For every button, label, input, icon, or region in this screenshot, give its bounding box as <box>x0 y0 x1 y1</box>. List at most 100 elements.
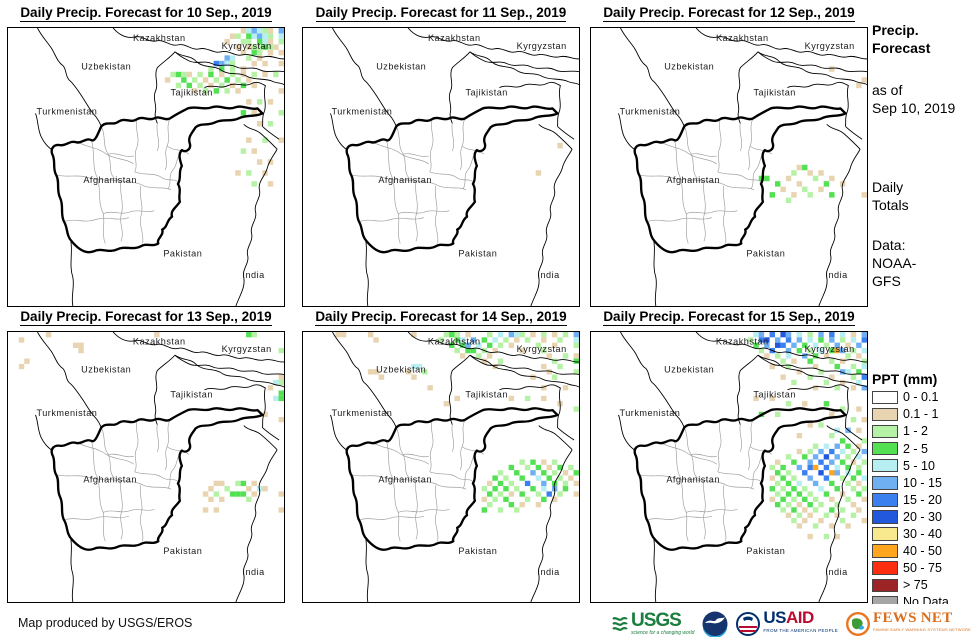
logo-strip: USGS science for a changing world USAID … <box>612 609 971 639</box>
legend-item: 1 - 2 <box>872 424 973 439</box>
forecast-map: Kazakhstan Kyrgyzstan Uzbekistan Tajikistan… <box>617 332 867 602</box>
legend-item: 50 - 75 <box>872 561 973 575</box>
legend-item: 5 - 10 <box>872 459 973 473</box>
legend-swatch <box>872 510 898 524</box>
country-label: Afghanistan <box>378 175 432 185</box>
legend-label: 40 - 50 <box>903 544 942 559</box>
legend-item: 0 - 0.1 <box>872 390 973 405</box>
country-label: Tajikistan <box>465 390 507 400</box>
country-label: India <box>825 270 848 280</box>
forecast-map: Kazakhstan Kyrgyzstan Uzbekistan Tajikistan… <box>34 28 284 306</box>
country-labels: Kazakhstan Kyrgyzstan Uzbekistan Tajikistan… <box>36 337 271 577</box>
fewsnet-wordmark: FEWS NET <box>873 610 953 626</box>
map-box: Kazakhstan Kyrgyzstan Uzbekistan Tajikistan… <box>7 331 285 603</box>
fewsnet-logo: FEWS NET FAMINE EARLY WARNING SYSTEMS NE… <box>846 610 972 636</box>
legend-label: 30 - 40 <box>903 527 942 542</box>
precip-cells <box>747 332 867 540</box>
country-label: Pakistan <box>458 248 497 258</box>
country-label: Kyrgyzstan <box>805 41 855 51</box>
forecast-panel-6: Daily Precip. Forecast for 15 Sep., 2019… <box>590 308 868 603</box>
country-label: Afghanistan <box>666 175 720 185</box>
fewsnet-tagline: FAMINE EARLY WARNING SYSTEMS NETWORK <box>873 627 972 632</box>
country-label: Turkmenistan <box>37 106 98 116</box>
country-label: Pakistan <box>163 248 202 258</box>
country-label: Pakistan <box>163 546 202 556</box>
legend-swatch <box>872 424 898 439</box>
legend-label: 20 - 30 <box>903 509 942 524</box>
legend-swatch <box>872 578 898 593</box>
country-label: Pakistan <box>746 248 785 258</box>
panel-title: Daily Precip. Forecast for 12 Sep., 2019 <box>603 5 855 22</box>
legend-item: 15 - 20 <box>872 493 973 507</box>
panel-title-wrap: Daily Precip. Forecast for 14 Sep., 2019 <box>302 308 580 327</box>
usaid-aid-text: AID <box>786 608 814 627</box>
country-label: Kyrgyzstan <box>517 41 567 51</box>
country-label: Uzbekistan <box>81 62 131 72</box>
legend-label: 10 - 15 <box>903 475 942 490</box>
forecast-map: Kazakhstan Kyrgyzstan Uzbekistan Tajikistan… <box>329 332 579 602</box>
legend-swatch <box>872 544 898 558</box>
country-label: Uzbekistan <box>81 365 131 375</box>
country-label: Tajikistan <box>753 87 795 97</box>
country-label: Uzbekistan <box>664 365 714 375</box>
precip-cells <box>535 142 563 176</box>
legend-swatch <box>872 390 898 405</box>
sidebar: Precip. Forecast as of Sep 10, 2019 Dail… <box>872 0 973 642</box>
forecast-panel-4: Daily Precip. Forecast for 13 Sep., 2019… <box>7 308 285 603</box>
legend-item: 10 - 15 <box>872 475 973 490</box>
country-labels: Kazakhstan Kyrgyzstan Uzbekistan Tajikistan… <box>620 33 855 280</box>
country-label: Turkmenistan <box>36 408 97 418</box>
panel-title-wrap: Daily Precip. Forecast for 15 Sep., 2019 <box>590 308 868 327</box>
usaid-seal-icon <box>736 612 761 636</box>
legend-swatch <box>872 561 898 575</box>
country-label: Kyrgyzstan <box>222 41 272 51</box>
legend-label: 0 - 0.1 <box>903 390 939 405</box>
country-label: India <box>242 567 265 577</box>
legend-label: 0.1 - 1 <box>903 407 939 422</box>
usgs-logo: USGS science for a changing world <box>612 609 694 636</box>
usgs-wordmark: USGS <box>631 609 682 631</box>
forecast-panel-1: Daily Precip. Forecast for 10 Sep., 2019… <box>7 4 285 307</box>
panel-title: Daily Precip. Forecast for 11 Sep., 2019 <box>315 5 567 22</box>
forecast-map: Kazakhstan Kyrgyzstan Uzbekistan Tajikistan… <box>617 28 867 306</box>
country-label: Kazakhstan <box>716 33 769 43</box>
country-label: India <box>537 567 560 577</box>
panel-title-wrap: Daily Precip. Forecast for 10 Sep., 2019 <box>7 4 285 23</box>
map-box: Kazakhstan Kyrgyzstan Uzbekistan Tajikistan… <box>590 331 868 603</box>
country-label: Kazakhstan <box>133 337 186 347</box>
panel-title: Daily Precip. Forecast for 13 Sep., 2019 <box>20 309 272 326</box>
usaid-logo: USAID FROM THE AMERICAN PEOPLE <box>736 608 838 637</box>
panel-title: Daily Precip. Forecast for 14 Sep., 2019 <box>315 309 567 326</box>
legend-item: 30 - 40 <box>872 527 973 542</box>
forecast-panel-2: Daily Precip. Forecast for 11 Sep., 2019… <box>302 4 580 307</box>
country-label: Turkmenistan <box>619 408 680 418</box>
map-box: Kazakhstan Kyrgyzstan Uzbekistan Tajikistan… <box>7 27 285 307</box>
country-label: Kyrgyzstan <box>517 344 567 354</box>
country-label: Pakistan <box>746 546 785 556</box>
panel-title: Daily Precip. Forecast for 10 Sep., 2019 <box>20 5 272 22</box>
panel-title: Daily Precip. Forecast for 15 Sep., 2019 <box>603 309 855 326</box>
map-credit: Map produced by USGS/EROS <box>18 616 193 630</box>
forecast-map: Kazakhstan Kyrgyzstan Uzbekistan Tajikistan… <box>329 28 579 306</box>
country-label: India <box>242 270 265 280</box>
country-label: Kazakhstan <box>428 33 481 43</box>
legend-title: PPT (mm) <box>872 371 938 387</box>
legend-swatch <box>872 407 898 422</box>
legend-swatch <box>872 441 898 456</box>
legend-item: 0.1 - 1 <box>872 407 973 422</box>
legend-swatch <box>872 527 898 541</box>
country-label: Tajikistan <box>170 390 212 400</box>
legend-list: 0 - 0.1 0.1 - 1 1 - 2 2 - 5 5 - 10 10 - 15 15 … <box>872 390 973 613</box>
country-labels: Kazakhstan Kyrgyzstan Uzbekistan Tajikistan… <box>332 33 567 280</box>
map-box: Kazakhstan Kyrgyzstan Uzbekistan Tajikistan… <box>302 27 580 307</box>
country-label: India <box>825 567 848 577</box>
forecast-map: Kazakhstan Kyrgyzstan Uzbekistan Tajikistan… <box>18 332 284 602</box>
precip-cells <box>164 28 284 187</box>
country-label: Pakistan <box>458 546 497 556</box>
legend-swatch <box>872 493 898 507</box>
map-box: Kazakhstan Kyrgyzstan Uzbekistan Tajikistan… <box>302 331 580 603</box>
footer: Map produced by USGS/EROS USGS science f… <box>0 604 975 642</box>
country-labels: Kazakhstan Kyrgyzstan Uzbekistan Tajikistan… <box>37 33 272 280</box>
country-label: Afghanistan <box>666 475 720 485</box>
legend-item: 2 - 5 <box>872 441 973 456</box>
